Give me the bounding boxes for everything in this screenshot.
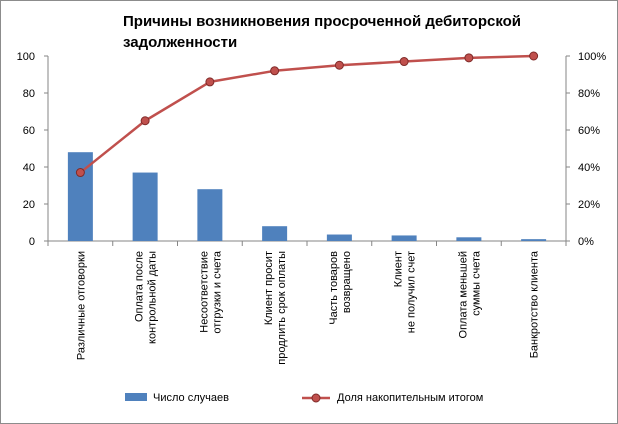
legend-bar-swatch [125,393,147,401]
category-label: Часть товаров возвращено [328,251,353,325]
legend-line-label: Доля накопительным итогом [337,392,483,404]
category-label-line: Оплата после [134,251,146,322]
category-label: Оплата меньшей суммы счета [457,250,482,338]
bar [132,172,158,241]
legend: Число случаев Доля накопительным итогом [125,392,483,404]
category-label-line: Клиент [393,251,405,287]
line-series [75,51,539,178]
line-point [529,51,539,61]
category-label-line: Часть товаров [328,251,340,325]
y-left-tick-label: 100 [17,51,35,63]
line-point [270,66,280,76]
y-left-tick-label: 0 [29,236,35,248]
y-right-tick-label: 0% [578,236,594,248]
bar [521,239,547,241]
y-left-tick-label: 80 [23,88,35,100]
category-label-line: суммы счета [470,250,482,316]
line-point [399,57,409,67]
line-point [464,53,474,63]
y-right-tick-label: 100% [578,51,606,63]
chart-title-line: Причины возникновения просроченной дебит… [123,13,521,30]
bar [456,237,482,241]
y-left-tick-label: 60 [23,125,35,137]
category-label-line: Банкротство клиента [529,250,541,358]
y-left-tick-label: 40 [23,162,35,174]
category-label-line: не получил счет [406,251,418,333]
line-point [75,168,85,178]
category-label-line: продлить срок оплаты [276,251,288,365]
line-point [140,116,150,126]
y-right-tick-label: 60% [578,125,600,137]
category-label: Различные отговорки [75,251,87,360]
bar [326,234,352,241]
chart-title: Причины возникновения просроченной дебит… [123,13,521,51]
category-label-line: контрольной даты [147,251,159,344]
category-label-line: отгрузки и счета [211,250,223,333]
category-label: Клиент просит продлить срок оплаты [263,251,288,365]
bar [197,189,223,241]
y-left-tick-label: 20 [23,199,35,211]
line-point [334,60,344,70]
category-label-line: Клиент просит [263,251,275,325]
category-label: Клиент не получил счет [393,251,418,333]
line-point [205,77,215,87]
category-label-line: Различные отговорки [75,251,87,360]
category-label: Несоответствие отгрузки и счета [198,250,223,333]
bar [262,226,288,241]
category-label: Оплата после контрольной даты [134,251,159,344]
category-labels: Различные отговорки Оплата после контрольн… [75,250,540,365]
legend-line-marker [311,393,321,403]
bar [391,235,417,241]
category-label-line: Несоответствие [198,251,210,333]
category-label-line: Оплата меньшей [457,251,469,338]
category-label: Банкротство клиента [529,250,541,358]
y-right-tick-label: 20% [578,199,600,211]
legend-bar-label: Число случаев [153,392,229,404]
y-right-tick-label: 40% [578,162,600,174]
chart-title-line: задолженности [123,34,237,51]
cumulative-line [79,54,534,174]
y-right-tick-label: 80% [578,88,600,100]
category-label-line: возвращено [341,251,353,313]
